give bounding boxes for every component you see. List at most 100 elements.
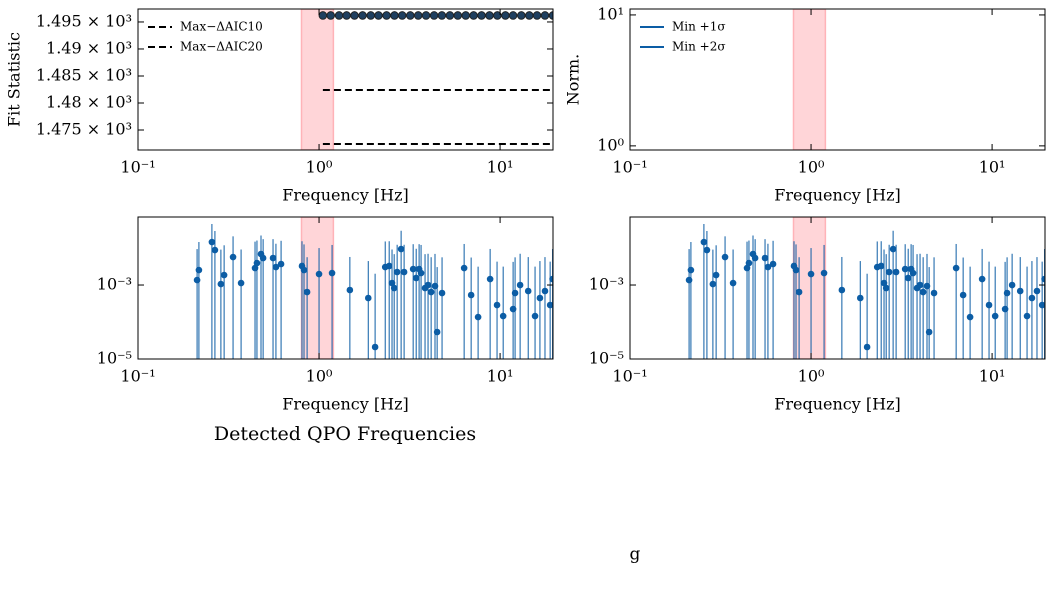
data-point: [966, 313, 974, 321]
data-point: [904, 274, 912, 282]
data-point: [909, 269, 917, 277]
data-point: [978, 275, 986, 283]
data-point: [467, 291, 475, 299]
data-point: [397, 11, 407, 20]
y-tick-label: 10⁻³: [589, 275, 624, 294]
data-point: [751, 254, 759, 262]
data-point: [405, 11, 415, 20]
data-point: [901, 265, 909, 273]
data-point: [318, 11, 328, 20]
data-point: [546, 301, 553, 309]
data-point: [885, 268, 893, 276]
data-point: [453, 11, 463, 20]
data-point: [1041, 275, 1045, 283]
y-tick-label: 1.475 × 10³: [36, 120, 132, 139]
data-point: [303, 288, 311, 296]
data-point: [326, 11, 336, 20]
data-point: [687, 266, 695, 274]
plot-area: [792, 9, 827, 150]
data-point: [477, 11, 486, 20]
data-point: [925, 328, 933, 336]
data-point: [511, 289, 519, 297]
data-point: [358, 11, 367, 20]
data-point: [709, 280, 717, 288]
data-point: [792, 266, 800, 274]
data-point: [959, 291, 967, 299]
data-point: [469, 11, 478, 20]
data-point: [229, 253, 237, 261]
x-tick-label: 10⁰: [306, 367, 333, 386]
data-point: [540, 11, 550, 20]
shaded-region: [300, 9, 335, 150]
data-point: [820, 269, 828, 277]
data-point: [930, 289, 938, 297]
data-point: [712, 271, 720, 279]
data-point: [807, 270, 815, 278]
axes-frame: [137, 8, 554, 151]
data-point: [412, 274, 420, 282]
x-tick-label: 10¹: [487, 367, 514, 386]
data-point: [745, 259, 753, 267]
data-point: [253, 259, 261, 267]
data-point: [863, 343, 871, 351]
x-axis-label: Frequency [Hz]: [774, 186, 901, 205]
y-tick-label: 10⁻⁵: [97, 349, 132, 368]
data-point: [1033, 287, 1041, 295]
x-tick-label: 10¹: [979, 367, 1006, 386]
data-point: [795, 288, 803, 296]
data-point: [536, 294, 544, 302]
x-tick-label: 10⁻¹: [120, 158, 155, 177]
data-point: [385, 262, 393, 270]
legend-label: Max−ΔAIC20: [180, 40, 263, 54]
y-axis-label: Fit Statistic: [5, 32, 24, 127]
data-point: [413, 11, 423, 20]
data-point: [516, 281, 524, 289]
data-point: [485, 11, 494, 20]
data-point: [474, 313, 482, 321]
data-point: [211, 246, 219, 254]
data-point: [237, 279, 245, 287]
x-axis-label: Frequency [Hz]: [774, 395, 901, 414]
data-point: [277, 260, 285, 268]
shaded-region: [300, 217, 335, 359]
data-point: [508, 11, 518, 20]
data-point: [769, 260, 777, 268]
data-point: [486, 275, 494, 283]
legend-label: Max−ΔAIC10: [180, 20, 263, 34]
data-point: [1028, 294, 1036, 302]
data-point: [259, 254, 267, 262]
x-tick-label: 10⁰: [798, 158, 825, 177]
data-point: [991, 312, 999, 320]
data-point: [346, 286, 354, 294]
shaded-region: [792, 9, 827, 150]
data-point: [916, 281, 924, 289]
data-point: [437, 11, 447, 20]
data-point: [393, 268, 401, 276]
data-point: [1016, 287, 1024, 295]
data-point: [421, 11, 431, 20]
data-point: [390, 284, 398, 292]
data-point: [217, 280, 225, 288]
axes-frame: [629, 8, 1046, 151]
data-point: [856, 294, 864, 302]
data-point: [429, 11, 439, 20]
x-tick-label: 10¹: [979, 158, 1006, 177]
data-point: [195, 266, 203, 274]
data-point: [269, 254, 277, 262]
data-point: [1003, 289, 1011, 297]
data-point: [548, 11, 553, 20]
data-point: [424, 281, 432, 289]
y-tick-label: 10¹: [597, 4, 624, 23]
data-point: [919, 288, 927, 296]
x-tick-label: 10¹: [487, 158, 514, 177]
data-point: [1023, 312, 1031, 320]
data-point: [764, 263, 772, 271]
data-point: [524, 287, 532, 295]
data-point: [499, 312, 507, 320]
data-point: [541, 287, 549, 295]
x-tick-label: 10⁰: [798, 367, 825, 386]
data-point: [400, 268, 408, 276]
data-point: [877, 262, 885, 270]
data-point: [300, 266, 308, 274]
